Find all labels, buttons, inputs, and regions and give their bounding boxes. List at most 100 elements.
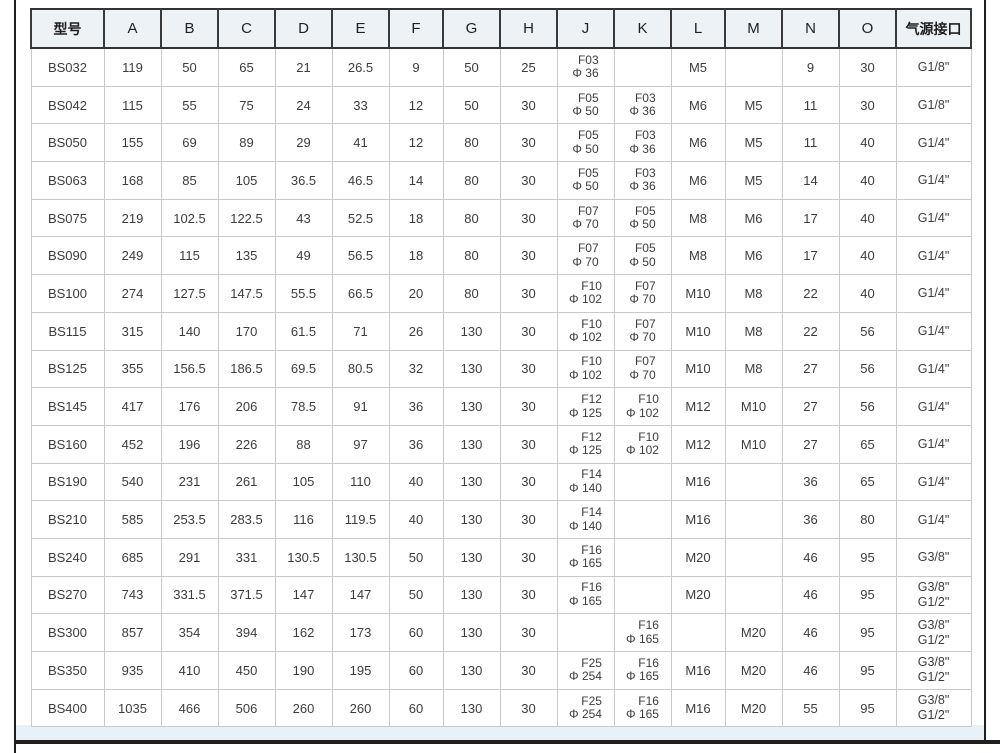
value-cell: M5 xyxy=(724,161,783,200)
stacked-value: F12 Φ 125 xyxy=(569,392,602,420)
value-cell: 743 xyxy=(103,575,162,615)
value-cell: 95 xyxy=(838,575,897,615)
value-cell: F03 Φ 36 xyxy=(613,123,672,163)
value-cell: 9 xyxy=(781,47,840,87)
table-row: BS115 315 140 170 61.5 71 26 130 30 F10 Φ 102 F07 Φ … xyxy=(30,311,972,351)
value-cell: 80 xyxy=(442,161,501,200)
value-cell: G3/8" xyxy=(895,537,972,577)
value-cell: 130 xyxy=(442,688,501,728)
value-cell: 41 xyxy=(331,123,390,163)
value-cell: 46 xyxy=(781,575,840,615)
value-cell: 140 xyxy=(160,311,219,351)
value-cell: 371.5 xyxy=(217,575,276,615)
stacked-value: F03 Φ 36 xyxy=(629,165,656,194)
value-cell xyxy=(613,47,672,87)
value-cell: 22 xyxy=(781,274,840,313)
page-right-border-line xyxy=(984,0,986,743)
value-cell: 55.5 xyxy=(274,274,333,313)
value-cell xyxy=(613,575,672,615)
stacked-value: F14 Φ 140 xyxy=(569,505,602,533)
value-cell: 30 xyxy=(499,500,558,539)
value-cell: 130 xyxy=(442,537,501,577)
column-header-h: H xyxy=(499,8,558,49)
table-row: BS270 743 331.5 371.5 147 147 50 130 30 F16 Φ 165 M… xyxy=(30,575,972,615)
value-cell: 283.5 xyxy=(217,500,276,539)
stacked-value: F07 Φ 70 xyxy=(629,316,656,345)
value-cell: G3/8" G1/2" xyxy=(895,651,972,690)
model-cell: BS145 xyxy=(30,387,105,426)
value-cell: 80 xyxy=(838,500,897,539)
value-cell xyxy=(613,462,672,502)
value-cell: M10 xyxy=(670,311,726,351)
value-cell: 78.5 xyxy=(274,387,333,426)
value-cell: M12 xyxy=(670,387,726,426)
value-cell: 27 xyxy=(781,424,840,464)
value-cell xyxy=(724,537,783,577)
value-cell: 36 xyxy=(388,424,444,464)
value-cell: 52.5 xyxy=(331,198,390,238)
value-cell: M16 xyxy=(670,462,726,502)
table-row: BS050 155 69 89 29 41 12 80 30 F05 Φ 50 F03 Φ 36 M6 M5… xyxy=(30,123,972,163)
table-row: BS300 857 354 394 162 173 60 130 30 F16 Φ 165 M20 46… xyxy=(30,613,972,652)
value-cell: 24 xyxy=(274,85,333,125)
value-cell: 46 xyxy=(781,651,840,690)
value-cell: 14 xyxy=(781,161,840,200)
stacked-value: G3/8" G1/2" xyxy=(917,617,950,647)
value-cell: F16 Φ 165 xyxy=(613,651,672,690)
value-cell: F07 Φ 70 xyxy=(613,311,672,351)
table-row: BS042 115 55 75 24 33 12 50 30 F05 Φ 50 F03 Φ 36 M6 M5… xyxy=(30,85,972,125)
value-cell: 105 xyxy=(274,462,333,502)
value-cell: 162 xyxy=(274,613,333,652)
model-cell: BS075 xyxy=(30,198,105,238)
stacked-value: F10 Φ 102 xyxy=(569,316,602,345)
value-cell: 1035 xyxy=(103,688,162,728)
stacked-value: F05 Φ 50 xyxy=(572,165,599,194)
table-row: BS125 355 156.5 186.5 69.5 80.5 32 130 30 F10 Φ 10… xyxy=(30,349,972,389)
value-cell xyxy=(613,500,672,539)
value-cell: 56 xyxy=(838,387,897,426)
value-cell: 130 xyxy=(442,349,501,389)
value-cell: G3/8" G1/2" xyxy=(895,613,972,652)
value-cell: 65 xyxy=(838,462,897,502)
value-cell: 119.5 xyxy=(331,500,390,539)
value-cell: 85 xyxy=(160,161,219,200)
value-cell: 147 xyxy=(331,575,390,615)
value-cell: G1/8" xyxy=(895,47,972,87)
value-cell: G1/4" xyxy=(895,424,972,464)
value-cell xyxy=(724,500,783,539)
value-cell: 46 xyxy=(781,537,840,577)
value-cell: 30 xyxy=(838,47,897,87)
value-cell: 231 xyxy=(160,462,219,502)
column-header-model: 型号 xyxy=(30,8,105,49)
column-header-m: M xyxy=(724,8,783,49)
value-cell: 130 xyxy=(442,500,501,539)
value-cell: 857 xyxy=(103,613,162,652)
model-cell: BS090 xyxy=(30,236,105,276)
stacked-value: F12 Φ 125 xyxy=(569,429,602,458)
value-cell: 25 xyxy=(499,47,558,87)
stacked-value: F05 Φ 50 xyxy=(629,241,656,269)
value-cell: 40 xyxy=(838,198,897,238)
value-cell: G3/8" G1/2" xyxy=(895,688,972,728)
value-cell xyxy=(724,47,783,87)
value-cell: 40 xyxy=(388,462,444,502)
value-cell: 75 xyxy=(217,85,276,125)
value-cell: 30 xyxy=(499,613,558,652)
value-cell: F05 Φ 50 xyxy=(556,161,615,200)
value-cell: 30 xyxy=(499,274,558,313)
stacked-value: F05 Φ 50 xyxy=(629,203,656,232)
value-cell: F07 Φ 70 xyxy=(613,349,672,389)
stacked-value: F25 Φ 254 xyxy=(569,693,602,722)
value-cell: F25 Φ 254 xyxy=(556,651,615,690)
value-cell: 27 xyxy=(781,387,840,426)
value-cell: 46 xyxy=(781,613,840,652)
table-row: BS210 585 253.5 283.5 116 119.5 40 130 30 F14 Φ 14… xyxy=(30,500,972,539)
value-cell: 506 xyxy=(217,688,276,728)
value-cell: 40 xyxy=(838,236,897,276)
value-cell: 253.5 xyxy=(160,500,219,539)
value-cell: M20 xyxy=(724,613,783,652)
model-cell: BS100 xyxy=(30,274,105,313)
value-cell: 91 xyxy=(331,387,390,426)
table-row: BS350 935 410 450 190 195 60 130 30 F25 Φ 254 F16 Φ … xyxy=(30,651,972,690)
